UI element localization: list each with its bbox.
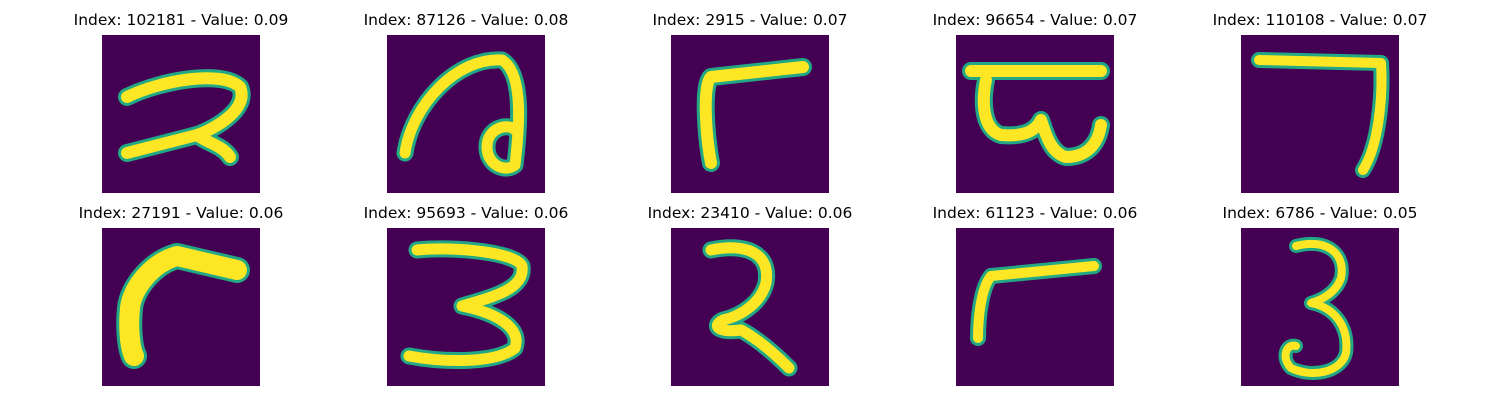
panel-title: Index: 87126 - Value: 0.08 xyxy=(363,11,569,29)
character-image-panel xyxy=(1241,35,1399,193)
panel-title: Index: 27191 - Value: 0.06 xyxy=(78,204,284,222)
character-image-panel xyxy=(671,35,829,193)
panel-title: Index: 96654 - Value: 0.07 xyxy=(932,11,1138,29)
character-image-panel xyxy=(102,228,260,386)
panel-title: Index: 102181 - Value: 0.09 xyxy=(73,11,289,29)
panel-title: Index: 95693 - Value: 0.06 xyxy=(363,204,569,222)
character-image-panel xyxy=(956,228,1114,386)
panel-title: Index: 110108 - Value: 0.07 xyxy=(1212,11,1428,29)
panel-title: Index: 23410 - Value: 0.06 xyxy=(647,204,853,222)
character-image-panel xyxy=(671,228,829,386)
character-image-panel xyxy=(1241,228,1399,386)
character-image-panel xyxy=(956,35,1114,193)
panel-title: Index: 2915 - Value: 0.07 xyxy=(652,11,848,29)
panel-title: Index: 61123 - Value: 0.06 xyxy=(932,204,1138,222)
character-image-panel xyxy=(387,35,545,193)
character-image-panel xyxy=(387,228,545,386)
character-image-panel xyxy=(102,35,260,193)
panel-title: Index: 6786 - Value: 0.05 xyxy=(1222,204,1418,222)
